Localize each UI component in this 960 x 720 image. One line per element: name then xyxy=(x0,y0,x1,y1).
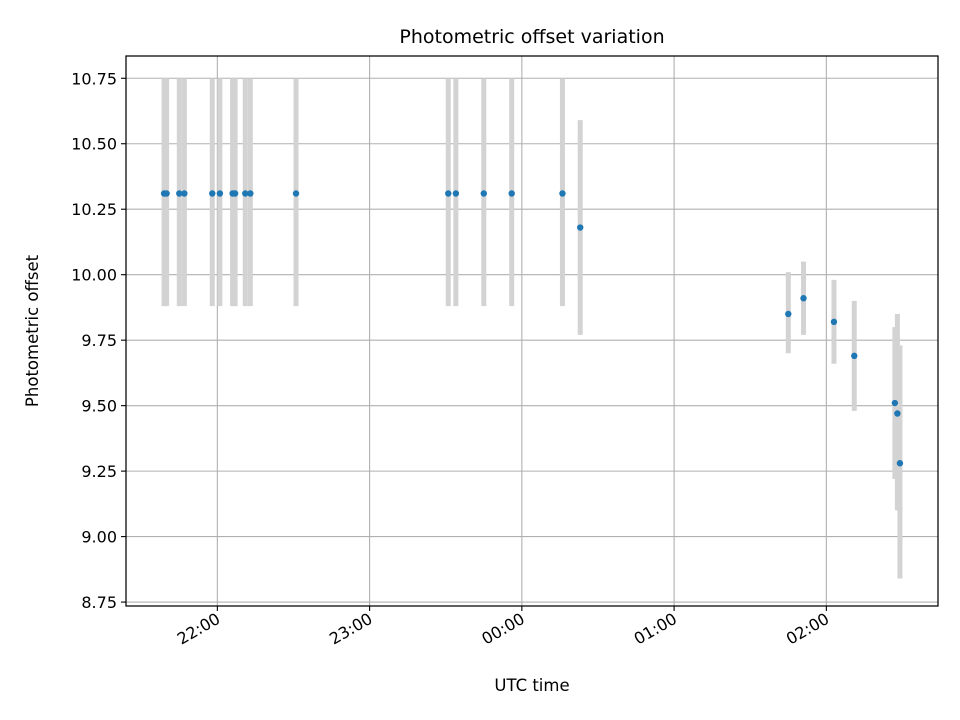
y-tick-label: 9.75 xyxy=(81,331,117,350)
x-axis-label: UTC time xyxy=(494,676,569,695)
data-point xyxy=(894,410,901,417)
data-point xyxy=(559,190,566,197)
data-point xyxy=(891,399,899,407)
data-point xyxy=(830,318,838,326)
data-point xyxy=(445,190,452,197)
plot-area xyxy=(126,56,938,606)
data-point xyxy=(800,295,807,302)
grid-layer xyxy=(126,56,938,606)
chart-title: Photometric offset variation xyxy=(399,26,664,48)
y-tick-label: 9.00 xyxy=(81,528,117,547)
y-tick-label: 9.50 xyxy=(81,397,117,416)
data-point xyxy=(176,190,183,197)
data-point xyxy=(292,190,300,197)
y-tick-label: 10.25 xyxy=(71,200,117,219)
data-point xyxy=(508,190,515,197)
y-tick-label: 8.75 xyxy=(81,593,117,612)
data-point xyxy=(851,352,858,360)
data-point xyxy=(181,190,188,197)
data-point xyxy=(896,460,904,467)
point-layer xyxy=(160,190,904,467)
y-tick-label: 10.50 xyxy=(71,135,117,154)
data-point xyxy=(216,190,224,197)
y-tick-label: 10.00 xyxy=(71,266,117,285)
plot-frame xyxy=(125,55,939,607)
data-point xyxy=(577,224,584,231)
data-point xyxy=(163,190,170,197)
data-point xyxy=(452,190,460,197)
data-point xyxy=(242,190,249,197)
data-point xyxy=(247,190,254,197)
y-tick-label: 10.75 xyxy=(71,69,117,88)
y-tick-label: 9.25 xyxy=(81,462,117,481)
y-axis-label: Photometric offset xyxy=(23,254,42,407)
data-point xyxy=(785,310,792,318)
data-point xyxy=(231,190,239,197)
data-point xyxy=(480,190,487,197)
data-point xyxy=(209,190,216,197)
